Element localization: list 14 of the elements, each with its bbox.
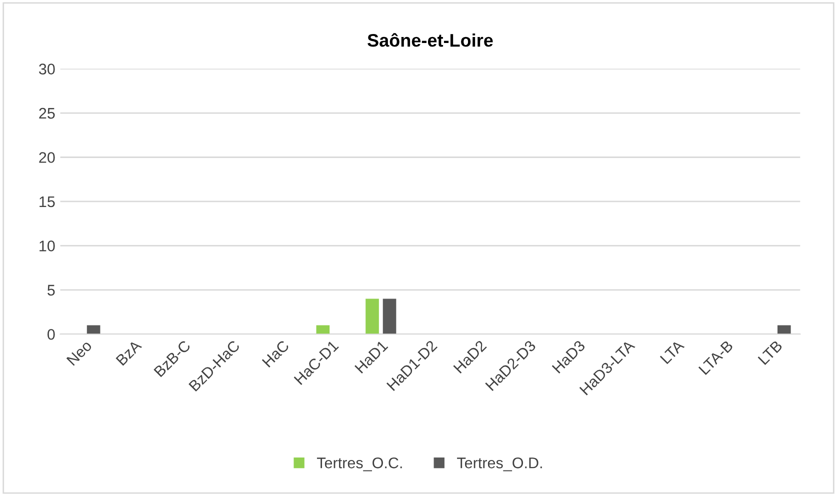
x-tick-label: LTB xyxy=(758,340,783,365)
y-tick-label: 20 xyxy=(39,152,55,163)
y-tick-label: 30 xyxy=(38,64,55,74)
chart-title: Saône-et-Loire xyxy=(368,33,493,47)
legend-label: Tertres_O.D. xyxy=(457,458,542,472)
x-tick-label: BzA xyxy=(116,339,142,366)
x-tick-label: Neo xyxy=(66,340,92,366)
y-tick-label: 10 xyxy=(40,240,55,252)
x-tick-label: LTA xyxy=(660,339,685,364)
y-tick-label: 0 xyxy=(48,328,55,340)
legend-label: Tertres_O.C. xyxy=(316,458,402,472)
y-tick-label: 5 xyxy=(48,284,55,296)
y-tick-label: 25 xyxy=(39,108,55,119)
y-tick-label: 15 xyxy=(40,196,55,208)
